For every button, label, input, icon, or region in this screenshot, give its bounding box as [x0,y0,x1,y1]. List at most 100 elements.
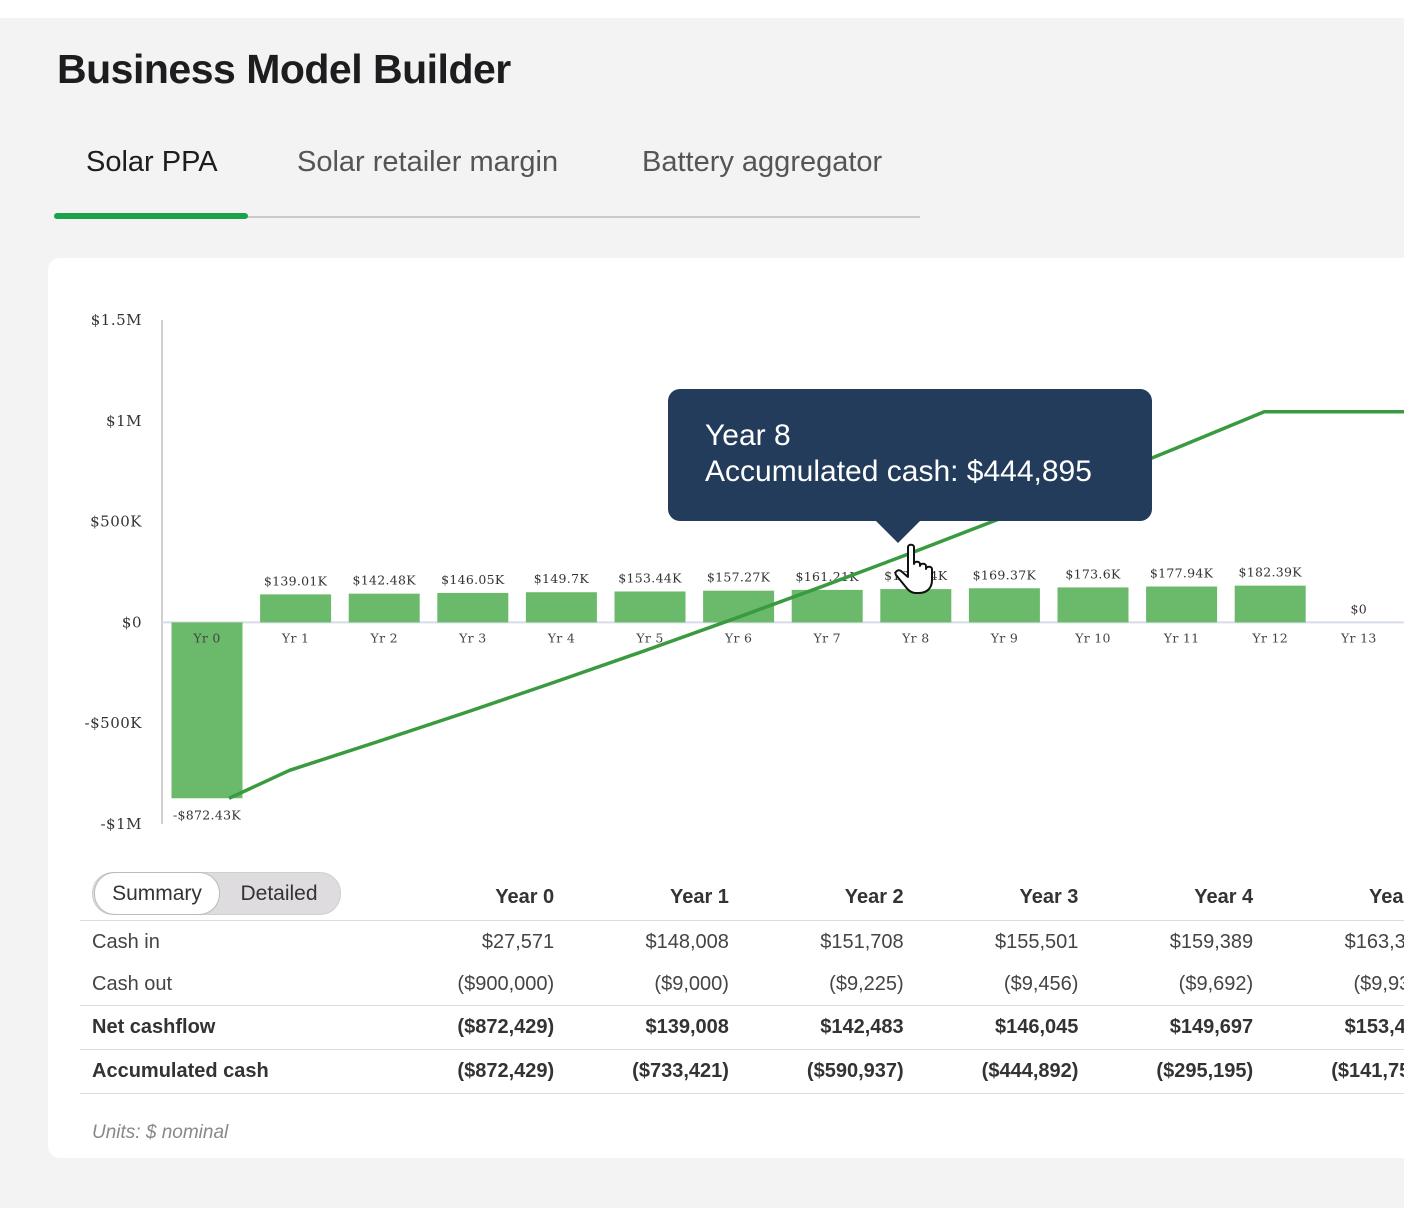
bar [260,594,332,623]
table-cell: $27,571 [481,930,555,953]
x-category-label: Yr 1 [281,630,309,645]
x-category-label: Yr 8 [901,630,929,645]
bar-value-label: -$872.43K [173,807,241,822]
bar [1146,586,1218,623]
table-cell: $153,439 [1253,1005,1404,1050]
table-cell: $151,708 [820,930,904,953]
x-category-label: Yr 3 [458,630,486,645]
units-note: Units: $ nominal [92,1122,229,1143]
chart-card: $1.5M $1M $500K $0 -$500K -$1M -$872.43K $139.0… [48,258,1404,1158]
bar-value-label: $173.6K [1065,566,1121,581]
table-row-accumulated-cash: Accumulated cash ($872,429) ($733,421) (… [80,1049,1404,1094]
bar [968,588,1040,623]
column-header: Year 5 [1253,874,1404,921]
tooltip-title: Year 8 [705,419,791,452]
bar-value-label: $169.37K [973,567,1037,582]
bar [348,593,420,623]
table-cell: ($295,195) [1078,1049,1254,1094]
table-cell: $148,008 [645,930,729,953]
table-cell: ($9,934) [1353,972,1404,995]
table-cell: ($9,692) [1178,972,1254,995]
y-tick-label: $1.5M [91,311,142,329]
bar-value-label: $139.01K [264,573,328,588]
bar [171,622,243,799]
table-cell: ($9,225) [829,972,904,995]
x-category-label: Yr 4 [547,630,575,645]
table-cell: ($590,937) [728,1049,904,1094]
table-cell: ($900,000) [457,972,555,995]
bar-value-label: $182.39K [1238,565,1302,580]
bar-value-label: $149.7K [534,571,590,586]
app-window: Business Model Builder Solar PPA Solar r… [0,18,1404,1208]
cashflow-chart[interactable]: $1.5M $1M $500K $0 -$500K -$1M -$872.43K $139.0… [48,258,1404,858]
bar [1057,587,1129,623]
active-tab-indicator [54,213,248,219]
x-category-label: Yr 7 [813,630,841,645]
tooltip-value: Accumulated cash: $444,895 [705,455,1092,488]
table-cell: $149,697 [1078,1005,1254,1050]
bar [880,589,952,623]
table-cell: $163,373 [1344,930,1404,953]
tab-solar-retailer-margin[interactable]: Solar retailer margin [297,146,559,178]
bar-value-label: $157.27K [707,570,771,585]
table-row-cash-in: Cash in $27,571 $148,008 $151,708 $155,5… [80,921,1404,964]
table-cell: ($872,429) [379,1049,555,1094]
table-cell: $139,008 [554,1005,729,1050]
y-tick-label: $500K [90,513,142,531]
table-cell: ($9,456) [1003,972,1079,995]
table-cell: $155,501 [995,930,1079,953]
table-row-cash-out: Cash out ($900,000) ($9,000) ($9,225) ($… [80,963,1404,1006]
x-category-label: Yr 13 [1340,630,1377,645]
bar-value-label: $153.44K [618,570,682,585]
row-label: Cash out [92,972,173,995]
bar [791,589,863,623]
column-header: Year 2 [728,874,904,921]
y-tick-label: $0 [122,613,142,631]
x-category-label: Yr 9 [990,630,1018,645]
table-cell: ($141,756) [1253,1049,1404,1094]
table-cell: ($444,892) [903,1049,1079,1094]
bar-value-label: $146.05K [441,572,505,587]
bar-value-label: $0 [1351,601,1368,616]
bar [1234,585,1306,623]
table-header-row: Year 0 Year 1 Year 2 Year 3 Year 4 Year … [80,874,1404,921]
table-cell: ($872,429) [379,1005,555,1050]
y-tick-label: $1M [106,412,142,430]
column-header: Year 3 [903,874,1079,921]
accumulated-cash-line [228,409,1404,800]
table-header-spacer [80,874,380,921]
hand-pointer-icon [894,543,933,594]
y-tick-label: -$1M [100,815,142,833]
table-cell: $159,389 [1169,930,1254,953]
x-category-label: Yr 10 [1074,630,1111,645]
tab-bar: Solar PPA Solar retailer margin Battery … [54,140,920,219]
bar [525,592,597,623]
x-category-label: Yr 0 [192,630,220,645]
page-title: Business Model Builder [57,46,511,92]
bar [614,591,686,623]
bar-value-label: $177.94K [1150,566,1214,581]
cashflow-table: Year 0 Year 1 Year 2 Year 3 Year 4 Year … [80,874,1404,1094]
x-category-label: Yr 5 [635,630,663,645]
row-label: Cash in [92,930,160,953]
table-cell: $142,483 [728,1005,904,1050]
table-cell: ($733,421) [554,1049,729,1094]
row-label: Net cashflow [80,1005,380,1050]
tab-battery-aggregator[interactable]: Battery aggregator [642,146,883,178]
row-label: Accumulated cash [80,1049,380,1094]
x-category-label: Yr 2 [370,630,398,645]
x-category-label: Yr 11 [1163,630,1200,645]
table-cell: ($9,000) [654,972,729,995]
bar-value-label: $142.48K [352,573,416,588]
x-category-label: Yr 6 [724,630,752,645]
table-row-net-cashflow: Net cashflow ($872,429) $139,008 $142,48… [80,1005,1404,1050]
column-header: Year 4 [1078,874,1254,921]
y-tick-label: -$500K [85,714,143,732]
column-header: Year 0 [379,874,555,921]
x-category-label: Yr 12 [1251,630,1288,645]
column-header: Year 1 [554,874,729,921]
tab-solar-ppa[interactable]: Solar PPA [86,146,218,178]
table-cell: $146,045 [903,1005,1079,1050]
bar [437,592,509,623]
chart-tooltip: Year 8 Accumulated cash: $444,895 [668,389,1152,543]
